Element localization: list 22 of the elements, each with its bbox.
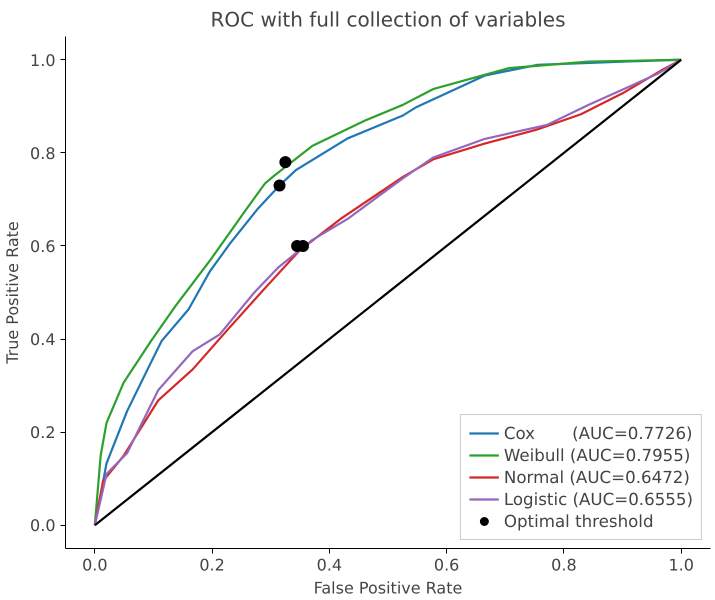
x-tick-label: 1.0 xyxy=(668,556,694,574)
legend-label: Logistic (AUC=0.6555) xyxy=(504,490,693,508)
point xyxy=(279,156,292,168)
legend-label: Normal (AUC=0.6472) xyxy=(504,468,690,486)
legend-label: Cox (AUC=0.7726) xyxy=(504,424,693,442)
y-tick-label: 1.0 xyxy=(30,50,56,70)
y-tick-label: 0.4 xyxy=(30,330,56,350)
x-axis-title: False Positive Rate xyxy=(314,578,462,598)
x-tick-label: 0.0 xyxy=(82,556,108,574)
legend-label: Optimal threshold xyxy=(504,512,654,530)
y-tick-label: 0.2 xyxy=(30,423,56,442)
x-tick-label: 0.8 xyxy=(551,556,577,574)
legend-label: Weibull (AUC=0.7955) xyxy=(504,446,690,464)
chart-title: ROC with full collection of variables xyxy=(210,8,566,32)
x-tick-label: 0.6 xyxy=(434,556,460,574)
y-axis-title: True Positive Rate xyxy=(3,221,22,365)
point xyxy=(274,179,286,192)
y-tick-label: 0.0 xyxy=(30,516,56,536)
x-tick-label: 0.2 xyxy=(199,556,225,574)
y-tick-label: 0.6 xyxy=(30,236,56,256)
x-tick-label: 0.4 xyxy=(316,556,342,574)
y-tick-label: 0.8 xyxy=(30,144,56,163)
